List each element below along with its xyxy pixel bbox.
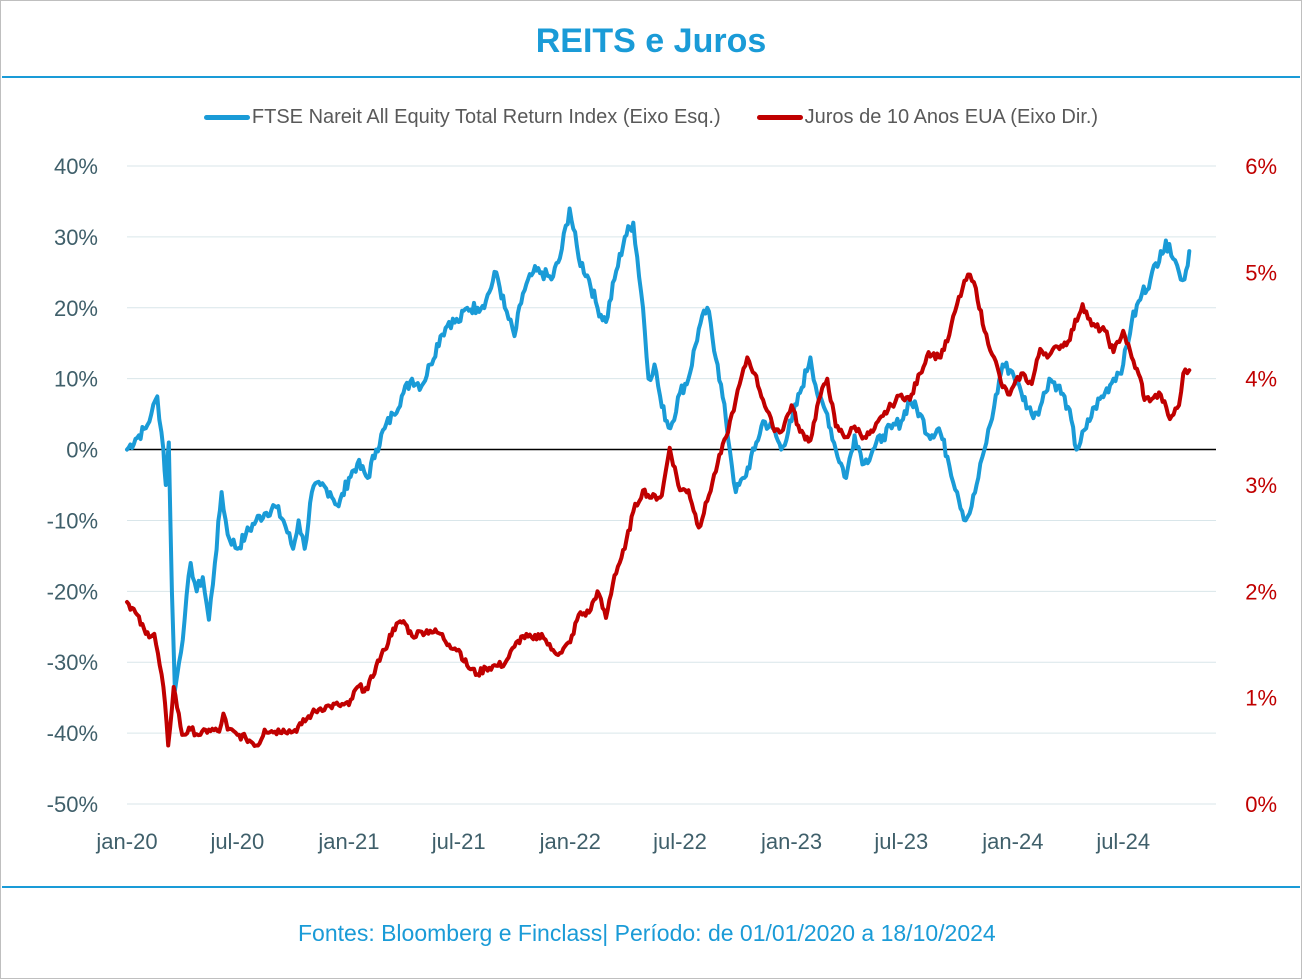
x-tick-label: jul-20 [209,829,264,854]
y-left-tick-label: -30% [47,650,98,675]
y-right-tick-label: 4% [1245,367,1277,392]
y-left-tick-label: 40% [54,154,98,179]
y-left-tick-label: -50% [47,792,98,817]
y-left-tick-label: -40% [47,721,98,746]
x-tick-label: jul-23 [873,829,928,854]
x-tick-label: jan-22 [539,829,601,854]
footer-divider [2,886,1300,888]
y-left-tick-label: 0% [66,438,98,463]
y-left-tick-label: 20% [54,296,98,321]
series-line-rates [125,272,1192,748]
source-note: Fontes: Bloomberg e Finclass| Período: d… [298,920,996,946]
x-tick-label: jan-24 [981,829,1043,854]
series-line-reits [125,206,1192,693]
legend-item-reits: FTSE Nareit All Equity Total Return Inde… [203,106,721,129]
y-left-tick-label: 10% [54,367,98,392]
x-tick-label: jan-23 [760,829,822,854]
y-left-tick-label: 30% [54,225,98,250]
legend-item-rates: Juros de 10 Anos EUA (Eixo Dir.) [756,106,1099,129]
y-left-tick-label: -10% [47,508,98,533]
y-right-tick-label: 6% [1245,154,1277,179]
y-right-tick-label: 3% [1245,473,1277,498]
title-divider [2,76,1300,78]
y-right-tick-label: 0% [1245,792,1277,817]
y-right-tick-label: 2% [1245,579,1277,604]
legend-label-rates: Juros de 10 Anos EUA (Eixo Dir.) [804,106,1099,128]
y-right-tick-label: 1% [1245,686,1277,711]
y-left-tick-label: -20% [47,579,98,604]
chart-legend: FTSE Nareit All Equity Total Return Inde… [0,106,1302,129]
x-tick-label: jul-21 [431,829,486,854]
x-tick-label: jul-24 [1095,829,1150,854]
x-tick-label: jan-20 [95,829,157,854]
chart-title: REITS e Juros [535,22,767,60]
legend-label-reits: FTSE Nareit All Equity Total Return Inde… [251,106,721,128]
y-right-tick-label: 5% [1245,260,1277,285]
x-tick-label: jul-22 [652,829,707,854]
x-tick-label: jan-21 [317,829,379,854]
legend-swatch-rates [756,115,803,120]
legend-swatch-reits [203,115,250,120]
